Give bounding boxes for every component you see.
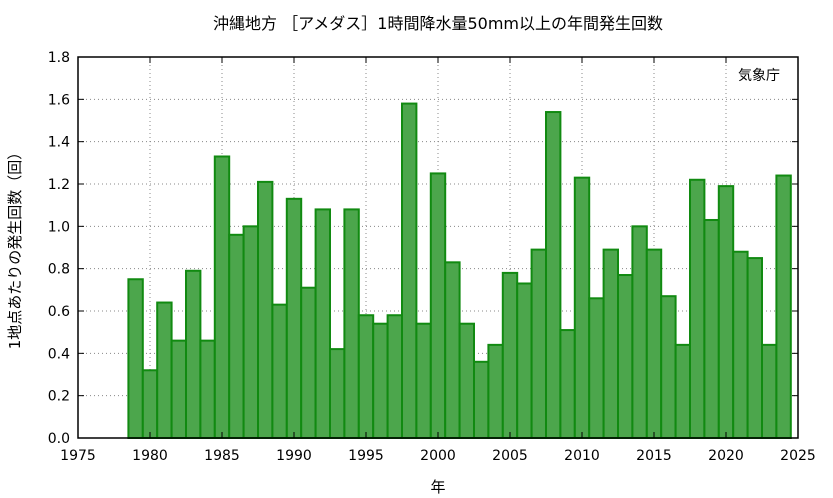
bar-1992 <box>314 208 332 439</box>
bars <box>127 102 792 440</box>
bar-1981 <box>156 301 173 439</box>
x-tick-label: 2010 <box>564 448 600 464</box>
bar-1998 <box>401 102 418 439</box>
bar-2005 <box>501 271 519 439</box>
y-tick-label: 0.0 <box>48 431 70 447</box>
bar-1994 <box>343 208 360 439</box>
bar-2014 <box>631 225 648 439</box>
bar-1982 <box>170 339 188 439</box>
x-tick-label: 1985 <box>204 448 240 464</box>
bar-1990 <box>285 197 303 439</box>
bar-2016 <box>660 295 677 439</box>
source-annotation: 気象庁 <box>738 68 780 84</box>
y-tick-label: 0.8 <box>48 262 70 278</box>
y-tick-label: 1.6 <box>48 92 70 108</box>
bar-2009 <box>559 329 576 439</box>
y-tick-label: 1.2 <box>48 177 70 193</box>
bar-2017 <box>674 343 691 439</box>
y-tick-label: 1.4 <box>48 135 70 151</box>
bar-2007 <box>530 248 547 439</box>
x-tick-label: 2025 <box>780 448 816 464</box>
bar-1986 <box>228 233 245 439</box>
bar-1988 <box>257 180 274 439</box>
x-tick-label: 2005 <box>492 448 528 464</box>
bar-2018 <box>689 178 706 439</box>
y-tick-label: 0.6 <box>48 304 70 320</box>
y-axis-label: 1地点あたりの発生回数（回） <box>6 145 24 350</box>
bar-2015 <box>645 248 663 439</box>
x-tick-label: 2015 <box>636 448 672 464</box>
bar-1984 <box>199 339 216 439</box>
bar-1985 <box>213 155 231 439</box>
bar-2008 <box>545 111 562 440</box>
bar-2003 <box>473 360 490 439</box>
bar-2000 <box>429 172 447 440</box>
bar-2006 <box>516 282 533 439</box>
bar-2004 <box>487 343 504 439</box>
bar-2020 <box>717 185 735 439</box>
bar-2002 <box>458 322 476 440</box>
bar-2024 <box>775 174 792 440</box>
bar-2023 <box>761 343 778 439</box>
y-tick-label: 1.0 <box>48 219 70 235</box>
x-tick-label: 1990 <box>276 448 312 464</box>
bar-2019 <box>703 218 720 439</box>
bar-1983 <box>185 269 202 439</box>
bar-1999 <box>415 322 432 440</box>
bar-1997 <box>386 314 404 440</box>
x-tick-label: 1975 <box>60 448 96 464</box>
y-tick-label: 0.2 <box>48 389 70 405</box>
x-tick-label: 1995 <box>348 448 384 464</box>
x-tick-label: 2020 <box>708 448 744 464</box>
x-axis: 1975 1980 1985 1990 1995 2000 2005 2010 2015 2020… <box>60 57 816 464</box>
bar-1996 <box>372 322 389 440</box>
bar-1995 <box>357 314 375 440</box>
bar-1991 <box>300 286 317 440</box>
y-tick-label: 0.4 <box>48 346 70 362</box>
bar-1989 <box>271 303 288 439</box>
x-tick-label: 1980 <box>132 448 168 464</box>
bar-2011 <box>588 297 605 439</box>
bar-1979 <box>127 278 144 439</box>
bar-2021 <box>732 250 749 439</box>
bar-1993 <box>329 348 346 440</box>
x-axis-label: 年 <box>430 478 445 496</box>
bar-2010 <box>573 176 591 439</box>
y-axis: 0.0 0.2 0.4 0.6 0.8 1.0 1.2 1.4 1.6 1.8 <box>48 50 798 447</box>
bar-1980 <box>141 369 159 439</box>
bar-2001 <box>444 261 461 440</box>
y-tick-label: 1.8 <box>48 50 70 66</box>
bar-2013 <box>617 274 634 439</box>
bar-2012 <box>602 248 619 439</box>
bar-2022 <box>746 257 763 440</box>
chart-title: 沖縄地方 ［アメダス］1時間降水量50mm以上の年間発生回数 <box>213 14 663 33</box>
bar-1987 <box>242 225 260 439</box>
x-tick-label: 2000 <box>420 448 456 464</box>
